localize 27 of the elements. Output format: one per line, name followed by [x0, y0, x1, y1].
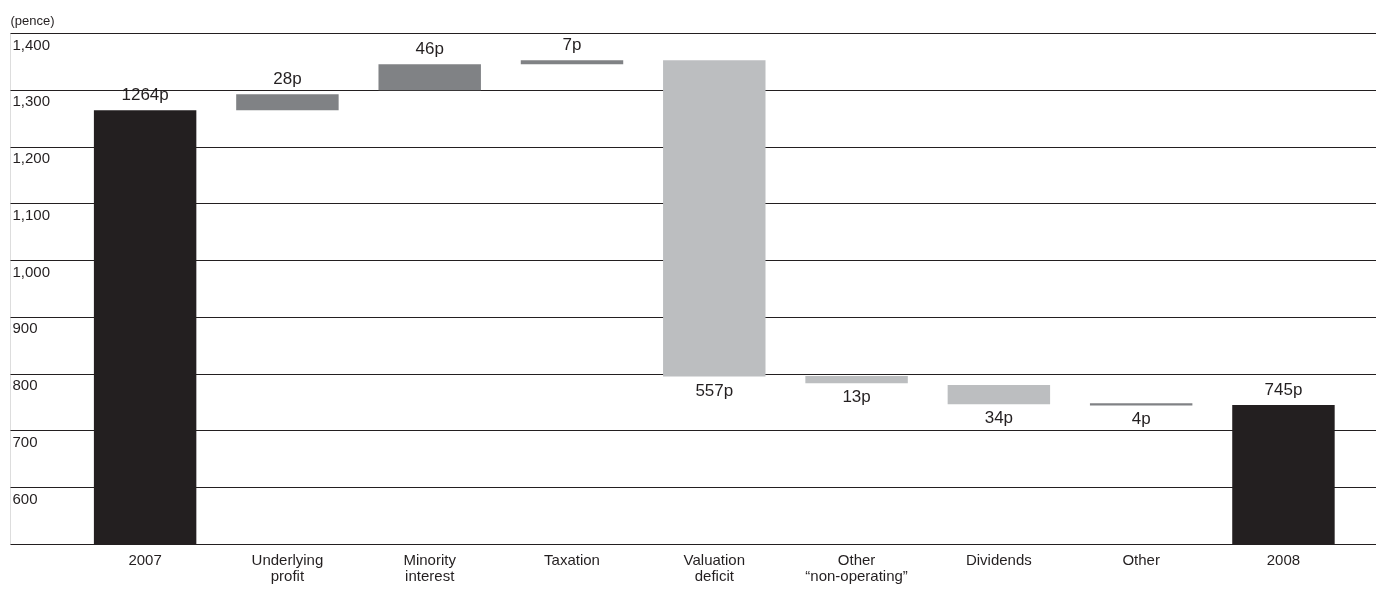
data-label: 7p — [562, 35, 582, 55]
y-tick-label: 1,400 — [12, 35, 51, 53]
y-tick-label: 600 — [12, 489, 38, 507]
x-tick-label: Underlying profit — [251, 550, 324, 584]
data-label: 34p — [984, 408, 1014, 428]
x-tick-label: Minority interest — [403, 550, 457, 584]
y-tick-label: 1,200 — [12, 149, 51, 167]
y-axis-title: (pence) — [10, 12, 55, 28]
y-tick-label: 900 — [12, 319, 38, 337]
x-tick-label: 2007 — [128, 550, 162, 568]
data-label: 46p — [415, 39, 444, 59]
x-tick-label: Other — [1122, 550, 1160, 568]
y-tick-label: 1,100 — [12, 205, 51, 223]
x-tick-label: 2008 — [1266, 550, 1301, 568]
x-tick-label: Valuation deficit — [683, 550, 746, 584]
data-label: 13p — [842, 387, 871, 407]
x-tick-label: Dividends — [965, 550, 1032, 568]
data-label: 557p — [695, 380, 734, 400]
y-tick-label: 700 — [12, 432, 38, 450]
y-tick-label: 1,000 — [12, 262, 51, 280]
data-label: 28p — [273, 69, 302, 89]
data-label: 4p — [1131, 409, 1151, 429]
y-tick-label: 800 — [12, 376, 38, 394]
x-tick-label: Other “non-operating” — [805, 550, 908, 584]
data-label: 745p — [1264, 379, 1303, 399]
y-tick-label: 1,300 — [12, 92, 51, 110]
x-tick-label: Taxation — [544, 550, 600, 568]
